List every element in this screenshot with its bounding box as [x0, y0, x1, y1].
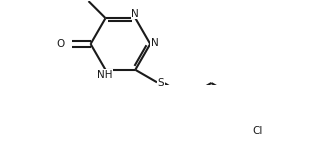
Text: NH: NH — [97, 70, 113, 80]
Text: N: N — [151, 38, 159, 48]
Text: O: O — [57, 39, 65, 49]
Text: N: N — [132, 9, 139, 19]
Text: Cl: Cl — [252, 126, 263, 136]
Text: S: S — [158, 78, 164, 88]
